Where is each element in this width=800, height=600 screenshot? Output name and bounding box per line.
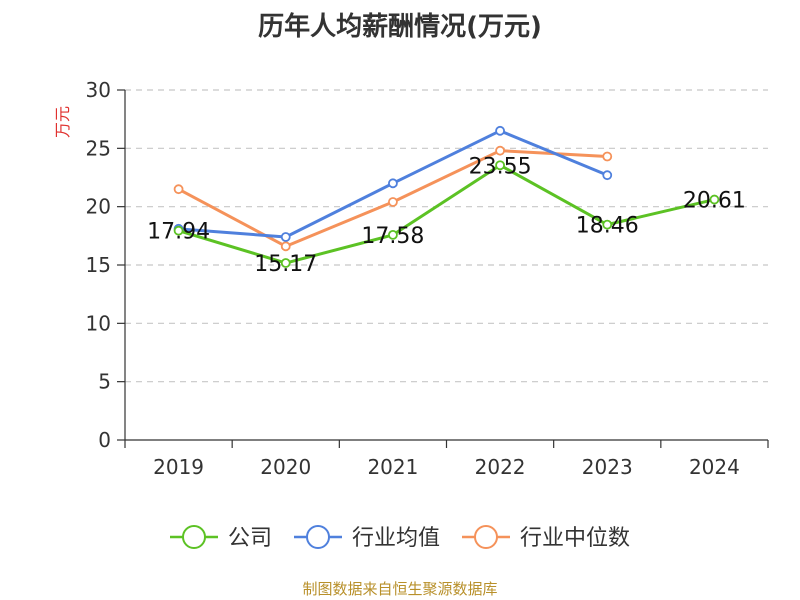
series-lines bbox=[173, 125, 720, 268]
series-2-point-2023 bbox=[602, 151, 613, 162]
legend-label-2: 行业中位数 bbox=[520, 526, 630, 551]
series-1-point-2023 bbox=[602, 170, 613, 181]
grid-lines bbox=[125, 89, 768, 383]
series-0-point-2024 bbox=[709, 194, 720, 205]
series-2 bbox=[173, 145, 613, 252]
data-label-2019: 17.94 bbox=[147, 220, 210, 245]
data-labels: 17.94 15.17 17.58 23.55 18.46 20.61 bbox=[147, 154, 746, 277]
legend-label-0: 公司 bbox=[228, 526, 272, 551]
y-tick-label-5: 5 bbox=[98, 370, 111, 394]
x-tick-label-2020: 2020 bbox=[260, 455, 311, 479]
y-axis-label: 万元 bbox=[53, 106, 72, 138]
series-0 bbox=[173, 160, 720, 268]
y-tick-label-0: 0 bbox=[98, 428, 111, 452]
series-2-point-2021 bbox=[388, 197, 398, 207]
y-tick-label-20: 20 bbox=[86, 195, 111, 219]
source-note: 制图数据来自恒生聚源数据库 bbox=[302, 580, 498, 598]
legend-item-0[interactable]: 公司 bbox=[170, 525, 272, 551]
y-tick-label-10: 10 bbox=[86, 311, 111, 335]
legend-item-1[interactable]: 行业均值 bbox=[294, 525, 440, 551]
x-tick-label-2019: 2019 bbox=[153, 455, 204, 479]
data-label-2022: 23.55 bbox=[469, 154, 532, 179]
x-tick-label-2021: 2021 bbox=[367, 455, 418, 479]
data-label-2021: 17.58 bbox=[361, 224, 424, 249]
series-2-point-2020 bbox=[280, 241, 291, 252]
series-1-point-2022 bbox=[495, 125, 505, 136]
legend-marker-0 bbox=[182, 525, 206, 549]
axes: 0 5 10 15 20 25 30 2019 2020 2021 2022 2023 2024 万元 bbox=[53, 78, 769, 479]
series-line-0 bbox=[178, 163, 715, 265]
series-2-point-2019 bbox=[173, 184, 184, 195]
series-0-point-2023 bbox=[602, 219, 613, 230]
legend-label-1: 行业均值 bbox=[352, 526, 440, 551]
legend-item-2[interactable]: 行业中位数 bbox=[462, 525, 630, 551]
y-tick-label-30: 30 bbox=[86, 78, 111, 102]
y-tick-label-25: 25 bbox=[86, 136, 111, 160]
data-label-2020: 15.17 bbox=[254, 252, 317, 277]
x-tick-label-2022: 2022 bbox=[475, 455, 526, 479]
chart-title: 历年人均薪酬情况(万元) bbox=[258, 12, 542, 42]
data-label-2023: 18.46 bbox=[576, 214, 639, 239]
series-0-point-2022 bbox=[495, 160, 505, 171]
data-label-2024: 20.61 bbox=[683, 189, 746, 214]
series-0-point-2019 bbox=[173, 225, 184, 236]
y-tick-label-15: 15 bbox=[86, 253, 111, 277]
legend-marker-2 bbox=[474, 525, 498, 549]
series-0-point-2021 bbox=[388, 229, 398, 240]
x-tick-label-2024: 2024 bbox=[689, 455, 740, 479]
series-2-point-2022 bbox=[495, 145, 505, 156]
series-1-point-2020 bbox=[280, 232, 291, 242]
series-1-point-2021 bbox=[388, 178, 398, 189]
series-0-point-2020 bbox=[280, 258, 291, 268]
legend-marker-1 bbox=[306, 525, 330, 549]
legend[interactable]: 公司 行业均值 行业中位数 bbox=[170, 525, 630, 551]
x-tick-label-2023: 2023 bbox=[582, 455, 633, 479]
